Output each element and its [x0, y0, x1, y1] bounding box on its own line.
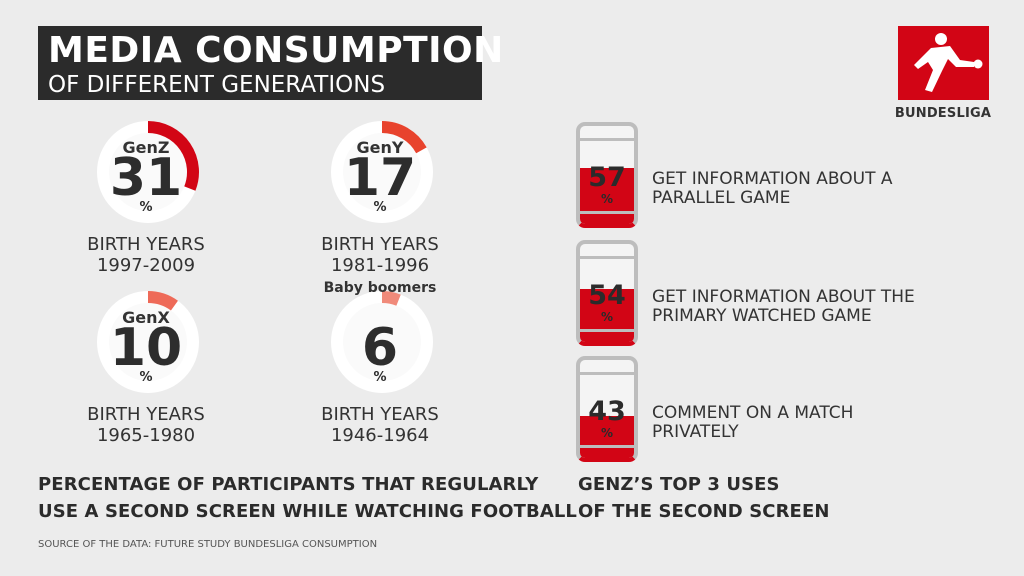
ring-segment — [381, 121, 427, 154]
generation-ring — [331, 121, 433, 223]
birth-years-range: 1997-2009 — [96, 255, 196, 276]
use-label-line: PRIMARY WATCHED GAME — [652, 306, 872, 326]
use-item: 43% COMMENT ON A MATCH PRIVATELY — [576, 356, 976, 466]
use-percent-sign: % — [600, 310, 614, 324]
phone-icon — [576, 122, 638, 228]
generation-item: GenZ 31% BIRTH YEARS 1997-2009 — [46, 120, 246, 290]
use-label: COMMENT ON A MATCH PRIVATELY — [652, 404, 952, 442]
title-box: MEDIA CONSUMPTION OF DIFFERENT GENERATIO… — [38, 26, 503, 100]
birth-years: BIRTH YEARS 1965-1980 — [46, 404, 246, 446]
generation-percent-sign: % — [139, 370, 153, 385]
birth-years-range: 1981-1996 — [330, 255, 430, 276]
generation-ring — [97, 291, 199, 393]
phone-icon — [576, 240, 638, 346]
generation-percent-sign: % — [373, 370, 387, 385]
phone-screen — [580, 256, 634, 332]
uses-caption: GENZ’S TOP 3 USES OF THE SECOND SCREEN — [578, 471, 830, 525]
generation-item: GenX 10% BIRTH YEARS 1965-1980 — [46, 290, 246, 460]
ring-segment — [147, 121, 199, 191]
use-percent-sign: % — [600, 192, 614, 206]
generation-item: Baby boomers 6% BIRTH YEARS 1946-1964 — [280, 280, 480, 460]
generation-item: GenY 17% BIRTH YEARS 1981-1996 — [280, 120, 480, 290]
generations-caption-line: PERCENTAGE OF PARTICIPANTS THAT REGULARL… — [38, 474, 539, 495]
logo-text: BUNDESLIGA — [894, 106, 992, 121]
phone-fill-bar — [580, 289, 634, 342]
generation-percent-sign: % — [373, 200, 387, 215]
generation-percent-sign: % — [139, 200, 153, 215]
bundesliga-logo — [898, 26, 989, 100]
page-subtitle: OF DIFFERENT GENERATIONS — [48, 72, 386, 98]
generation-value: 10 — [109, 318, 183, 378]
use-label: GET INFORMATION ABOUT THE PRIMARY WATCHED… — [652, 288, 952, 326]
generation-name: GenX — [122, 308, 170, 327]
phone-fill-bar — [580, 168, 634, 224]
use-label-line: PARALLEL GAME — [652, 188, 791, 208]
phone-fill-bar — [580, 416, 634, 458]
use-percent-sign: % — [600, 426, 614, 440]
birth-years-range: 1965-1980 — [96, 425, 196, 446]
birth-years-label: BIRTH YEARS — [321, 404, 439, 425]
uses-caption-line: GENZ’S TOP 3 USES — [578, 474, 780, 495]
generation-ring — [331, 291, 433, 393]
ring-segment — [147, 291, 178, 311]
generation-value: 17 — [343, 148, 417, 208]
generation-value: 6 — [361, 318, 399, 378]
phone-screen — [580, 372, 634, 448]
uses-caption-line: OF THE SECOND SCREEN — [578, 501, 830, 522]
use-item: 57% GET INFORMATION ABOUT A PARALLEL GAME — [576, 122, 976, 232]
bundesliga-player-icon — [914, 33, 983, 92]
use-label-line: PRIVATELY — [652, 422, 739, 442]
source-note: SOURCE OF THE DATA: FUTURE STUDY BUNDESL… — [38, 539, 378, 550]
phone-screen — [580, 138, 634, 214]
generation-name: GenY — [356, 138, 404, 157]
birth-years: BIRTH YEARS 1981-1996 — [280, 234, 480, 276]
use-item: 54% GET INFORMATION ABOUT THE PRIMARY WATC… — [576, 240, 976, 350]
phone-icon — [576, 356, 638, 462]
birth-years-range: 1946-1964 — [330, 425, 430, 446]
use-label: GET INFORMATION ABOUT A PARALLEL GAME — [652, 170, 952, 208]
use-label-line: GET INFORMATION ABOUT THE — [652, 287, 915, 307]
use-value: 43 — [588, 396, 626, 427]
birth-years-label: BIRTH YEARS — [87, 404, 205, 425]
generation-value: 31 — [109, 148, 183, 208]
birth-years: BIRTH YEARS 1997-2009 — [46, 234, 246, 276]
use-value: 54 — [588, 280, 626, 311]
birth-years-label: BIRTH YEARS — [87, 234, 205, 255]
birth-years: BIRTH YEARS 1946-1964 — [280, 404, 480, 446]
generations-caption: PERCENTAGE OF PARTICIPANTS THAT REGULARL… — [38, 471, 577, 525]
use-value: 57 — [588, 162, 626, 193]
page-title: MEDIA CONSUMPTION — [48, 30, 504, 71]
generation-name: GenZ — [122, 138, 170, 157]
birth-years-label: BIRTH YEARS — [321, 234, 439, 255]
use-label-line: GET INFORMATION ABOUT A — [652, 169, 893, 189]
generation-name: Baby boomers — [323, 280, 437, 296]
generation-ring — [97, 121, 199, 223]
use-label-line: COMMENT ON A MATCH — [652, 403, 854, 423]
generations-caption-line: USE A SECOND SCREEN WHILE WATCHING FOOTB… — [38, 501, 577, 522]
ring-segment — [381, 291, 401, 306]
